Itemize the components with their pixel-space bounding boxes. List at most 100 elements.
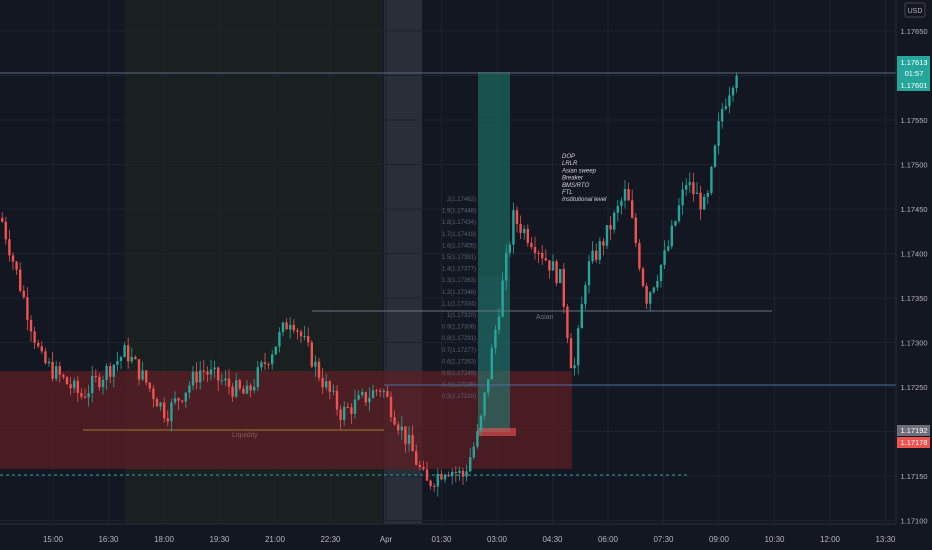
time-tick-label: 15:00 (43, 535, 64, 544)
candle-body (62, 374, 65, 378)
candle-body (278, 332, 281, 347)
candle-body (379, 390, 382, 392)
time-tick-label: 12:00 (820, 535, 841, 544)
candle-body (411, 435, 414, 452)
fib-labels: 2(1.17462) 1.9(1.17448) 1.8(1.17434) 1.7(1.… (442, 197, 476, 400)
candle-body (137, 359, 141, 380)
candle-body (613, 212, 616, 230)
candle-body (220, 380, 223, 382)
candle-body (37, 342, 40, 347)
candle-body (260, 362, 263, 368)
candle-body (339, 409, 342, 420)
candle-body (350, 407, 353, 414)
currency-label: USD (908, 8, 923, 15)
fib-level-label: 0.3(1.17220) (442, 394, 476, 400)
candle-body (728, 95, 731, 107)
candle-body (58, 366, 61, 375)
candle-body (47, 361, 51, 364)
candle-body (22, 290, 25, 298)
price-tag-b-text: 1.17178 (900, 438, 927, 447)
candle-body (271, 354, 274, 365)
candle-body (605, 225, 609, 246)
candle-body (584, 285, 587, 305)
price-tag-b (897, 437, 930, 448)
candle-body (638, 243, 641, 269)
candle-body (681, 189, 684, 206)
candle-body (645, 285, 648, 304)
candle-body (166, 418, 169, 422)
time-axis[interactable] (0, 524, 932, 550)
candle-body (29, 319, 33, 332)
annotation-note: Asian sweep (561, 168, 597, 174)
candle-body (519, 223, 522, 233)
candle-body (494, 329, 497, 348)
candle-body (443, 475, 447, 480)
time-tick-label: 19:30 (209, 535, 230, 544)
time-tick-label: 07:30 (653, 535, 674, 544)
candle-body (569, 338, 573, 369)
candle-body (8, 239, 11, 256)
fib-level-label: 1.3(1.17363) (442, 278, 476, 284)
price-tick-label: 1.17350 (900, 294, 927, 303)
candle-body (469, 457, 472, 472)
candle-body (620, 200, 623, 206)
candle-body (555, 261, 558, 284)
candle-body (735, 75, 738, 89)
candle-body (451, 471, 454, 476)
candle-body (11, 255, 15, 262)
time-tick-label: 21:00 (265, 535, 286, 544)
candle-body (159, 402, 162, 407)
candle-body (559, 269, 562, 284)
candle-body (296, 330, 299, 332)
candle-body (253, 386, 256, 391)
time-tick-label: 16:30 (98, 535, 119, 544)
candle-body (364, 392, 367, 403)
time-tick-label: 18:00 (154, 535, 175, 544)
candle-body (76, 380, 79, 393)
countdown-text: 01:57 (905, 69, 924, 78)
candle-body (346, 406, 349, 408)
candle-body (465, 471, 468, 477)
candle-body (724, 106, 727, 109)
fib-level-label: 0.5(1.17249) (442, 371, 476, 377)
candle-body (325, 381, 328, 388)
candle-body (343, 406, 346, 420)
candle-body (699, 192, 702, 210)
candle-body (274, 346, 277, 355)
candle-body (595, 250, 598, 260)
candle-body (145, 370, 148, 383)
candle-body (249, 385, 252, 391)
price-tick-label: 1.17550 (900, 116, 927, 125)
currency-badge[interactable] (904, 2, 926, 18)
candle-body (112, 364, 115, 377)
candle-body (101, 379, 105, 388)
candle-body (238, 380, 241, 389)
candle-body (303, 336, 306, 338)
candle-body (461, 470, 465, 477)
candle-body (425, 469, 429, 481)
time-tick-label: 09:00 (709, 535, 730, 544)
candle-body (667, 246, 670, 251)
candle-body (267, 364, 270, 366)
price-tick-label: 1.17250 (900, 383, 927, 392)
candle-body (152, 388, 155, 400)
candle-body (587, 261, 591, 286)
candle-body (202, 370, 205, 372)
candle-body (332, 390, 335, 392)
candle-body (285, 322, 288, 330)
candle-body (256, 367, 259, 387)
candle-body (51, 361, 54, 379)
candle-body (191, 371, 195, 386)
price-tick-label: 1.17300 (900, 339, 927, 348)
candle-body (19, 269, 22, 291)
candle-body (652, 287, 655, 293)
candle-body (227, 378, 231, 387)
candle-body (397, 424, 400, 431)
candle-body (692, 182, 695, 194)
candle-body (231, 386, 234, 397)
price-tick-label: 1.17450 (900, 205, 927, 214)
candle-body (641, 268, 645, 286)
time-tick-label: 22:30 (320, 535, 341, 544)
candle-body (242, 388, 245, 394)
